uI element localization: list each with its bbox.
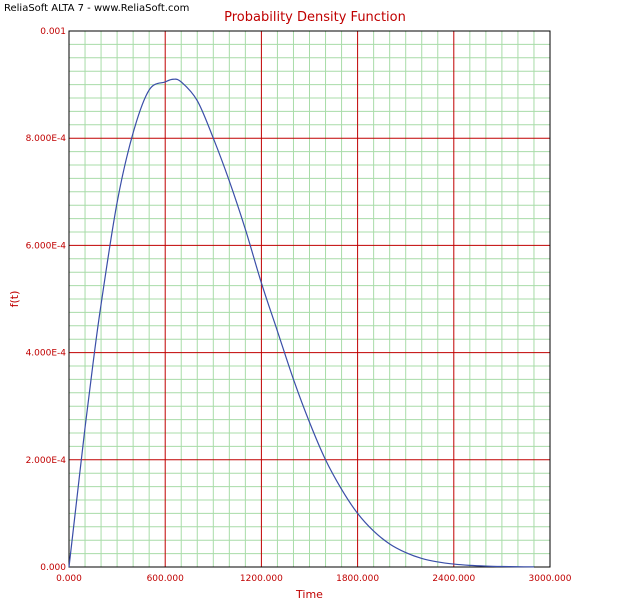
- y-tick-label: 8.000E-4: [26, 134, 67, 144]
- watermark-text: ReliaSoft ALTA 7 - www.ReliaSoft.com: [4, 3, 190, 14]
- x-tick-label: 1200.000: [240, 574, 283, 584]
- y-tick-label: 6.000E-4: [26, 241, 67, 251]
- y-tick-labels: 0.000 2.000E-4 4.000E-4 6.000E-4 8.000E-4 0.0…: [26, 27, 67, 573]
- x-tick-label: 600.000: [147, 574, 184, 584]
- chart-title: Probability Density Function: [224, 10, 406, 25]
- minor-grid: [69, 31, 550, 567]
- plot-frame: [68, 30, 551, 568]
- y-tick-label: 0.000: [40, 563, 66, 573]
- x-tick-labels: 0.000 600.000 1200.000 1800.000 2400.000 3000…: [56, 574, 572, 584]
- x-axis-label: Time: [295, 588, 323, 600]
- x-tick-label: 3000.000: [529, 574, 572, 584]
- y-tick-label: 2.000E-4: [26, 456, 67, 466]
- x-tick-label: 2400.000: [432, 574, 475, 584]
- pdf-curve: [68, 78, 534, 568]
- y-tick-label: 0.001: [40, 27, 66, 37]
- y-tick-label: 4.000E-4: [26, 349, 67, 359]
- series-layer: [68, 78, 534, 568]
- x-tick-label: 0.000: [56, 574, 82, 584]
- x-tick-label: 1800.000: [336, 574, 379, 584]
- y-axis-label: f(t): [8, 291, 21, 308]
